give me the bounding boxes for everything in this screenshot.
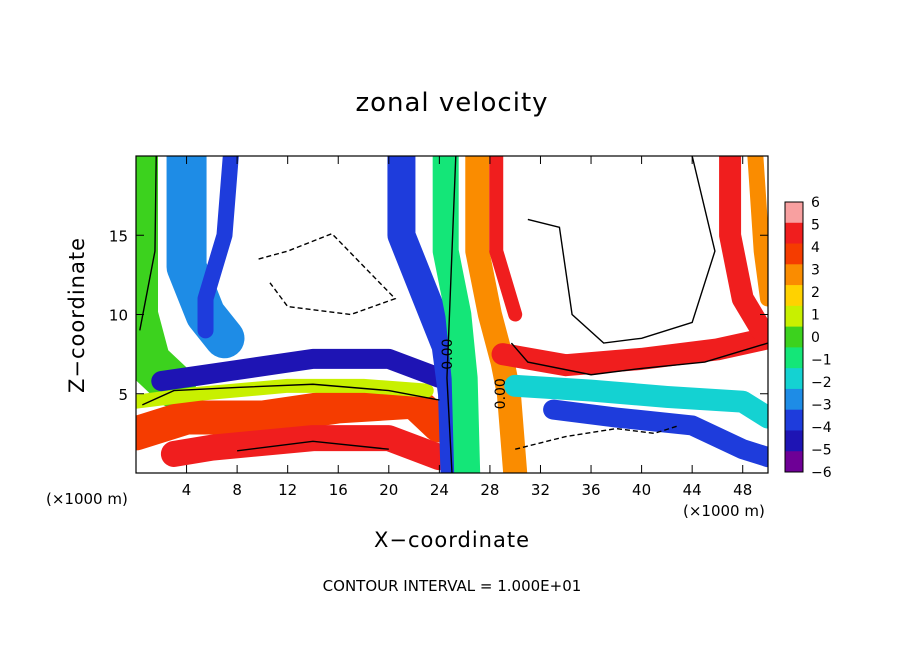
chart-title: zonal velocity [355,88,549,118]
y-tick-label: 5 [118,386,128,404]
field-band-right-cyan [504,374,768,429]
x-axis-unit-left: (×1000 m) [46,490,128,508]
y-tick-label: 10 [109,307,128,325]
x-tick-label: 8 [232,481,242,499]
field-band-center-red [489,156,523,322]
contour-line-dashed [515,424,680,450]
colorbar-tick-label: −3 [811,398,832,414]
colorbar-tick-label: −4 [811,420,832,436]
colorbar-swatch [785,285,803,307]
x-tick-label: 40 [632,481,651,499]
field-band-center-green [432,156,481,473]
colorbar-swatch [785,243,803,265]
field-band-right-blue [543,399,768,468]
colorbar-tick-label: −6 [811,465,832,481]
colorbar-tick-label: 3 [811,263,820,279]
field-band-mid-blue [151,348,450,392]
colorbar-swatch [785,451,803,473]
colorbar-tick-label: 0 [811,330,820,346]
colorbar-swatch [785,409,803,431]
contour-line [237,440,389,452]
colorbar-tick-label: −1 [811,353,832,369]
colorbar-swatch [785,202,803,224]
x-tick-label: 12 [278,481,297,499]
colorbar-swatch [785,326,803,348]
colorbar-swatch [785,222,803,245]
colorbar-frame [784,201,804,473]
field-band-left-darkblue [197,156,239,339]
colorbar-swatch [785,347,803,369]
colorbar-tick-label: 2 [811,285,820,301]
colorbar-swatch [785,388,803,411]
colorbar-swatch [785,264,803,286]
contour-line [510,342,768,376]
colorbar-tick-label: 5 [811,218,820,234]
x-tick-label: 28 [480,481,499,499]
x-axis-unit-right: (×1000 m) [683,502,765,520]
x-tick-label: 20 [379,481,398,499]
x-tick-label: 24 [430,481,449,499]
colorbar-tick-label: 4 [811,240,820,256]
colorbar-tick-label: 6 [811,195,820,211]
field-band-center-orange [465,156,528,473]
contour-line [139,156,157,331]
x-tick-label: 36 [581,481,600,499]
contour-value-label: 0.00 [493,378,509,409]
x-tick-label: 16 [329,481,348,499]
contour-line [142,383,440,406]
field-band-left-blue [166,156,245,359]
x-tick-label: 44 [683,481,702,499]
contour-line [446,156,457,473]
field-band-right-red [491,327,768,377]
field-band-right-edge-orange [747,156,768,307]
y-axis-label: Z−coordinate [65,237,89,393]
field-band-right-edge-red [719,156,768,342]
colorbar-swatch [785,430,803,452]
x-axis-label: X−coordinate [374,528,530,552]
colorbar-swatch [785,368,803,390]
contour-value-label: 0.00 [440,339,456,370]
colorbar-tick-label: 1 [811,308,820,324]
contour-line-dashed [258,232,397,316]
colorbar-swatch [785,305,803,328]
contour-line [527,156,716,344]
field-band-low-orange [136,384,457,451]
velocity-field: 0.00 0.00 [136,156,768,473]
colorbar-tick-label: −5 [811,443,832,459]
y-tick-label: 15 [109,227,128,245]
colorbar-tick-label: −2 [811,375,832,391]
x-tick-label: 32 [531,481,550,499]
x-tick-label: 48 [733,481,752,499]
contour-interval-note: CONTOUR INTERVAL = 1.000E+01 [322,577,582,595]
x-tick-label: 4 [182,481,192,499]
field-band-low-red [160,425,453,471]
